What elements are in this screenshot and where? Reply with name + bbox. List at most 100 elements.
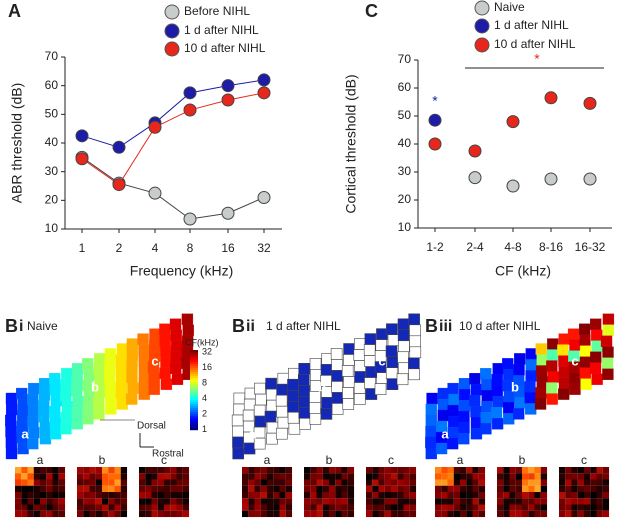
map-cell [602, 324, 614, 336]
raster-cell [176, 492, 183, 499]
raster-cell [170, 510, 177, 518]
map-cell [37, 410, 50, 423]
legend-label: 1 d after NIHL [184, 23, 259, 37]
map-cell [601, 357, 614, 369]
raster-cell [145, 473, 152, 480]
map-cell [287, 411, 300, 424]
raster-cell [95, 498, 103, 505]
raster-cell [279, 504, 286, 511]
map-cell [93, 397, 105, 409]
raster-cell [40, 467, 47, 474]
map-cell [27, 437, 39, 450]
raster-cell [267, 473, 274, 480]
raster-cell [254, 485, 261, 493]
raster-cell [145, 467, 152, 474]
raster-cell [341, 510, 348, 518]
raster-cell [108, 473, 115, 480]
colorbar-segment [190, 412, 198, 415]
map-cell [148, 372, 160, 384]
raster-cell [310, 492, 317, 499]
raster-cell [46, 510, 53, 518]
raster-cell [596, 510, 603, 518]
map-cell [27, 404, 40, 417]
raster-cell [397, 492, 404, 499]
raster-cell [466, 492, 473, 499]
raster-label: a [264, 453, 271, 467]
raster-cell [577, 467, 585, 474]
raster-cell [77, 510, 84, 518]
raster-cell [522, 492, 529, 499]
colorbar-tick: 8 [202, 377, 207, 387]
raster-cell [378, 473, 385, 480]
map-cell [253, 437, 266, 450]
data-point [221, 79, 235, 93]
raster-cell [540, 485, 548, 493]
raster-cell [316, 498, 323, 505]
raster-cell [285, 510, 293, 518]
raster-cell [120, 479, 128, 486]
raster-cell [596, 504, 603, 511]
raster-cell [285, 467, 293, 474]
raster-cell [95, 492, 103, 499]
raster-cell [279, 485, 286, 493]
raster-cell [577, 498, 585, 505]
raster-cell [515, 492, 523, 499]
data-point [112, 178, 126, 192]
raster-cell [21, 498, 28, 505]
raster-cell [509, 473, 516, 480]
raster-cell [559, 473, 566, 480]
map-cell [105, 403, 117, 415]
raster-cell [397, 485, 404, 493]
raster-cell [565, 473, 572, 480]
raster-cell [267, 467, 274, 474]
raster-cell [347, 485, 355, 493]
raster-cell [273, 485, 280, 493]
map-cell [28, 426, 40, 439]
raster-cell [366, 473, 373, 480]
raster-cell [409, 473, 417, 480]
map-cell [385, 345, 398, 358]
map-cell [386, 378, 399, 391]
colorbar-tick: 2 [202, 408, 207, 418]
raster-cell [509, 492, 516, 499]
raster-cell [602, 510, 610, 518]
map-cell [514, 397, 526, 409]
legend-marker [164, 4, 180, 20]
map-cell [49, 417, 61, 429]
orientation-label: Rostral [152, 449, 184, 460]
colorbar-segment [190, 418, 198, 421]
raster-cell [366, 504, 373, 511]
raster-cell [242, 504, 249, 511]
raster-cell [602, 498, 610, 505]
raster-cell [21, 473, 28, 480]
map-cell [342, 398, 355, 410]
raster-cell [273, 504, 280, 511]
map-cell [458, 432, 470, 445]
x-tick-label: 2-4 [466, 240, 484, 254]
raster-cell [157, 467, 165, 474]
map-cell [513, 364, 525, 376]
raster-cell [366, 485, 373, 493]
raster-cell [584, 467, 591, 474]
colorbar-segment [190, 374, 198, 377]
map-cell [342, 387, 354, 399]
data-point [183, 103, 197, 117]
raster-cell [322, 510, 330, 518]
raster-cell [522, 479, 529, 486]
raster-cell [242, 485, 249, 493]
map-cell [447, 426, 460, 439]
raster-cell [40, 492, 47, 499]
raster-cell [316, 492, 323, 499]
raster-cell [242, 479, 249, 486]
map-cell [309, 358, 322, 370]
series-line [81, 156, 265, 220]
map-cell [397, 329, 410, 342]
raster-cell [435, 473, 442, 480]
raster-cell [590, 498, 597, 505]
raster-cell [397, 467, 404, 474]
raster-cell [409, 492, 417, 499]
raster-cell [46, 498, 53, 505]
data-point [428, 137, 442, 151]
map-cell [266, 432, 278, 445]
raster-cell [95, 485, 103, 493]
